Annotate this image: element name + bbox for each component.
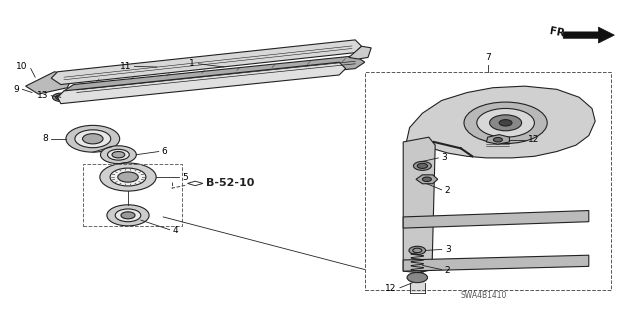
Text: 6: 6 <box>161 147 167 156</box>
Text: SWA4B1410: SWA4B1410 <box>461 291 507 300</box>
Text: 2: 2 <box>445 266 451 275</box>
Circle shape <box>490 115 522 131</box>
Polygon shape <box>58 62 346 104</box>
Circle shape <box>422 177 431 182</box>
Polygon shape <box>349 46 371 59</box>
Circle shape <box>417 163 428 168</box>
Text: 13: 13 <box>36 91 48 100</box>
Text: 7: 7 <box>485 53 490 62</box>
Circle shape <box>56 95 66 100</box>
Circle shape <box>477 108 534 137</box>
Circle shape <box>115 209 141 222</box>
Circle shape <box>110 168 146 186</box>
Circle shape <box>121 212 135 219</box>
Circle shape <box>107 205 149 226</box>
Circle shape <box>499 120 512 126</box>
Text: 12: 12 <box>385 284 397 293</box>
Text: 11: 11 <box>120 62 131 71</box>
Polygon shape <box>563 27 614 43</box>
Circle shape <box>75 130 111 148</box>
Circle shape <box>118 172 138 182</box>
Circle shape <box>100 163 156 191</box>
Polygon shape <box>416 175 438 184</box>
Text: 10: 10 <box>16 63 28 71</box>
Polygon shape <box>26 72 74 94</box>
Polygon shape <box>51 40 362 85</box>
Circle shape <box>112 152 125 158</box>
Polygon shape <box>406 86 595 158</box>
Polygon shape <box>403 255 589 271</box>
Circle shape <box>409 246 426 255</box>
Text: 1: 1 <box>189 59 195 68</box>
Bar <box>83 164 182 226</box>
Text: B-52-10: B-52-10 <box>206 178 255 189</box>
Bar <box>365 72 611 290</box>
Polygon shape <box>64 56 365 97</box>
Polygon shape <box>403 137 435 273</box>
Circle shape <box>66 125 120 152</box>
Circle shape <box>83 134 103 144</box>
Circle shape <box>407 272 428 283</box>
Text: 9: 9 <box>13 85 19 94</box>
Text: 12: 12 <box>528 135 540 144</box>
Text: 3: 3 <box>445 245 451 254</box>
Circle shape <box>493 137 502 142</box>
Circle shape <box>413 161 431 170</box>
Text: 4: 4 <box>173 226 179 235</box>
Circle shape <box>464 102 547 144</box>
Circle shape <box>108 149 129 160</box>
Circle shape <box>100 146 136 164</box>
Circle shape <box>52 93 69 101</box>
Text: 2: 2 <box>445 186 451 195</box>
Text: 5: 5 <box>182 173 188 182</box>
Text: 3: 3 <box>442 153 447 162</box>
Polygon shape <box>486 135 509 144</box>
Polygon shape <box>403 211 589 228</box>
Text: FR.: FR. <box>549 26 570 39</box>
Text: 8: 8 <box>42 134 48 143</box>
